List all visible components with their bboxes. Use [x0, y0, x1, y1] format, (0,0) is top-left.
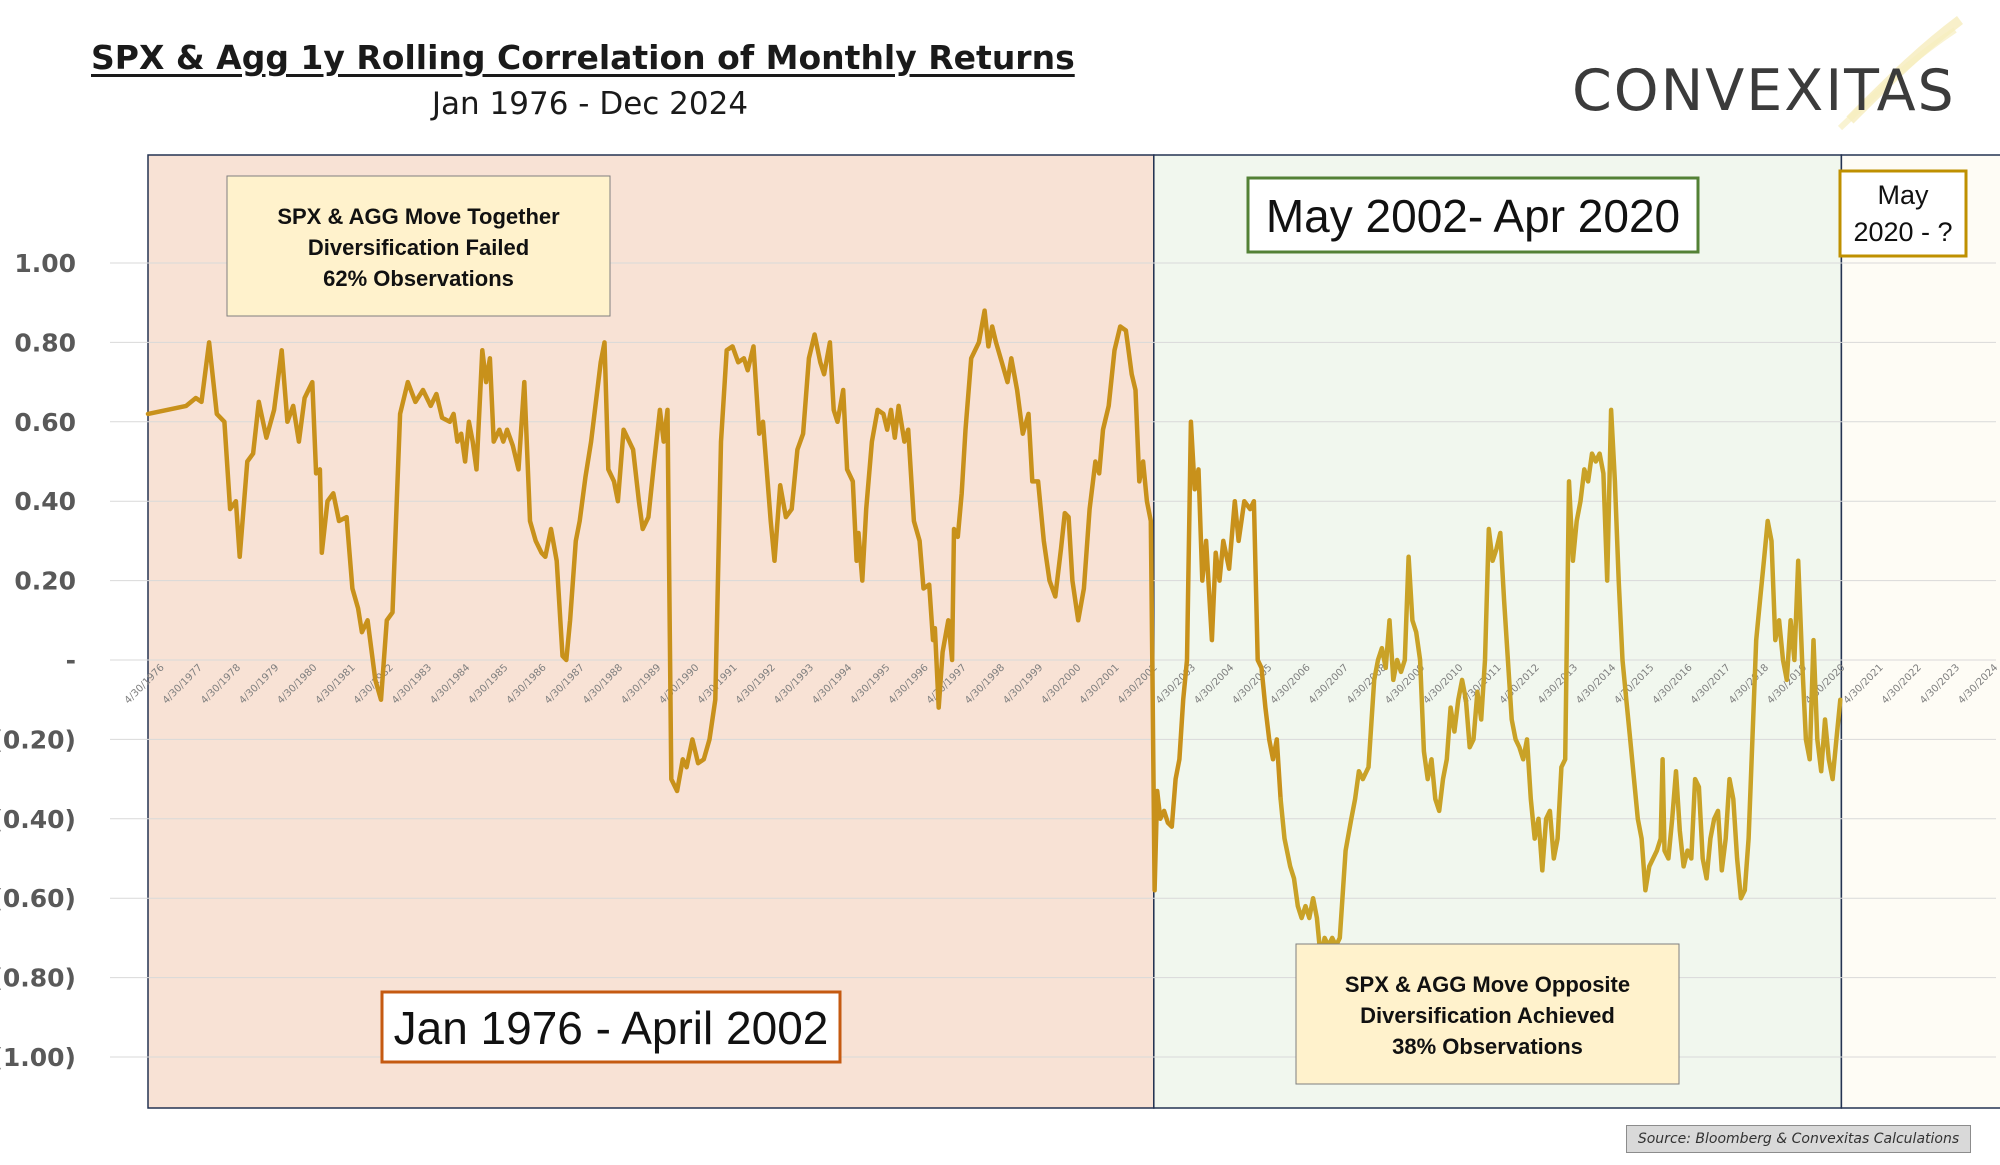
label-period-2-line: May 2002- Apr 2020	[1266, 190, 1680, 242]
label-period-2: May 2002- Apr 2020	[1246, 176, 1700, 254]
note-move-together-line: 62% Observations	[323, 266, 514, 291]
source-note: Source: Bloomberg & Convexitas Calculati…	[1626, 1125, 1971, 1153]
note-move-opposite-line: SPX & AGG Move Opposite	[1345, 972, 1630, 997]
chart-title: SPX & Agg 1y Rolling Correlation of Mont…	[91, 38, 1075, 77]
y-tick-label: (0.60)	[0, 884, 76, 913]
correlation-series-line-2	[1278, 407, 1843, 961]
label-period-2-frame	[1246, 176, 1700, 254]
correlation-series-line-1	[145, 308, 1283, 893]
y-tick-label: 0.60	[14, 408, 76, 437]
label-period-3-line: May	[1877, 180, 1929, 210]
note-move-opposite-line: 38% Observations	[1392, 1034, 1583, 1059]
note-move-together-frame	[226, 175, 611, 317]
note-move-opposite: SPX & AGG Move Opposite Diversification A…	[1295, 943, 1680, 1085]
y-tick-label: 0.20	[14, 567, 76, 596]
y-tick-label: (0.20)	[0, 725, 76, 754]
logo-text: CONVEXITAS	[1572, 58, 1956, 124]
label-period-1-line: Jan 1976 - April 2002	[394, 1002, 829, 1054]
convexitas-logo: CONVEXITAS	[1560, 10, 1980, 140]
y-tick-label: (1.00)	[0, 1043, 76, 1072]
logo-swoosh-icon	[1837, 16, 1964, 131]
label-period-3-frame	[1838, 169, 1968, 258]
y-tick-label: -	[66, 646, 76, 675]
note-move-opposite-frame	[1295, 943, 1680, 1085]
y-tick-label: 1.00	[14, 249, 76, 278]
label-period-1: Jan 1976 - April 2002	[380, 990, 842, 1064]
y-tick-label: 0.40	[14, 487, 76, 516]
period-region-3	[1840, 154, 2000, 1109]
y-tick-label: (0.80)	[0, 964, 76, 993]
y-tick-label: 0.80	[14, 328, 76, 357]
note-move-together: SPX & AGG Move Together Diversification F…	[226, 175, 611, 317]
y-tick-label: (0.40)	[0, 805, 76, 834]
note-move-together-line: Diversification Failed	[308, 235, 529, 260]
note-move-together-line: SPX & AGG Move Together	[277, 204, 560, 229]
label-period-1-frame	[380, 990, 842, 1064]
note-move-opposite-line: Diversification Achieved	[1360, 1003, 1615, 1028]
label-period-3: May 2020 - ?	[1838, 169, 1968, 258]
chart-subtitle: Jan 1976 - Dec 2024	[431, 86, 749, 122]
label-period-3-line: 2020 - ?	[1853, 217, 1952, 247]
